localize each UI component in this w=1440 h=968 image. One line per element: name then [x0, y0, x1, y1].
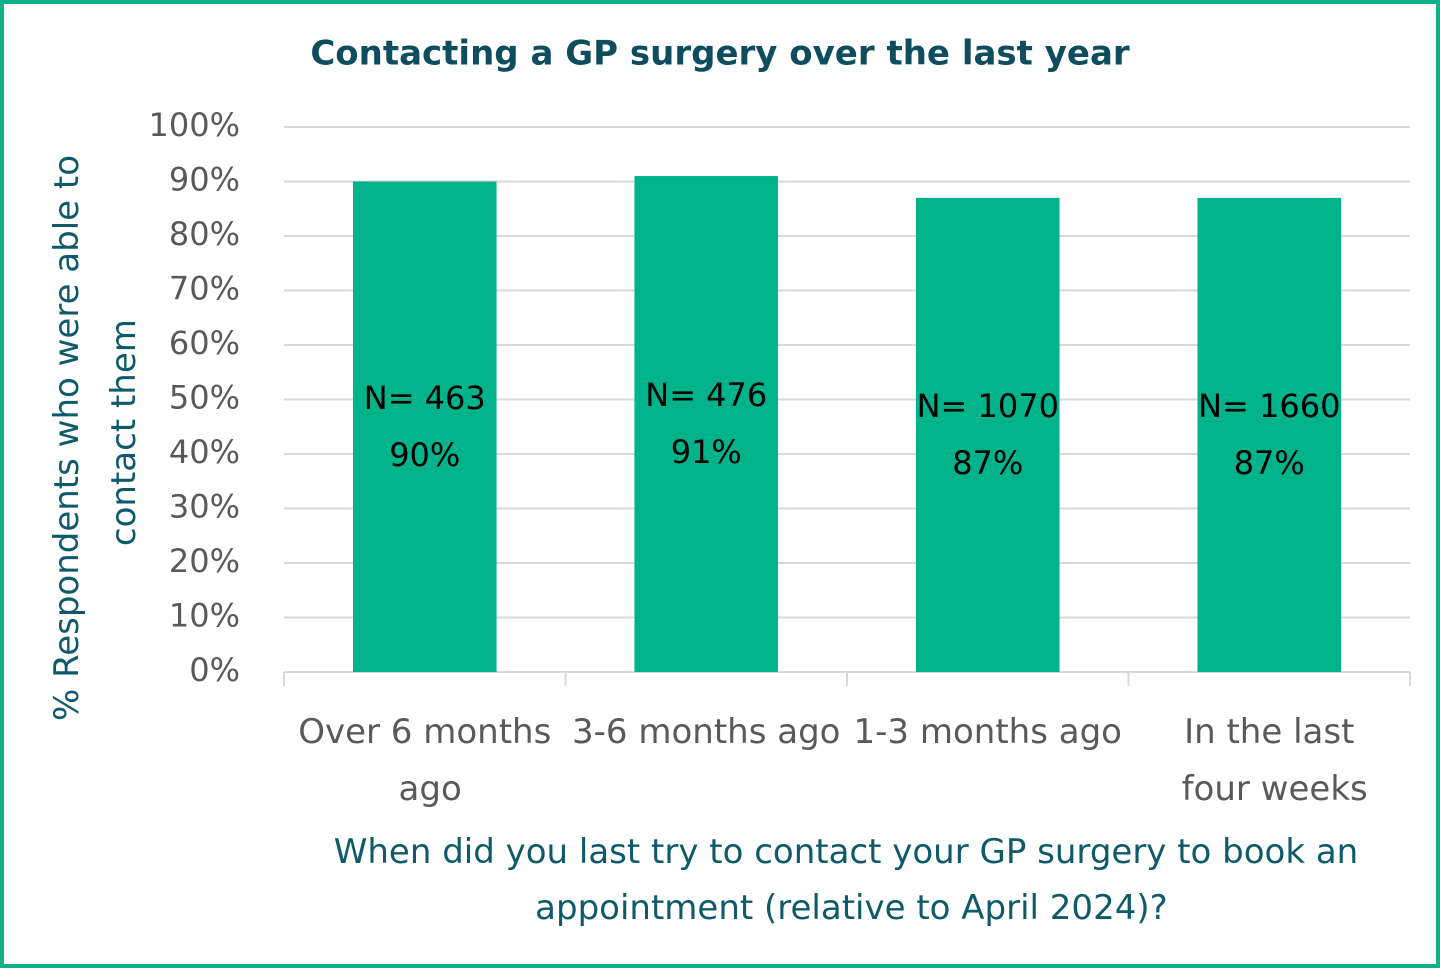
x-tick-label: In the last four weeks [1171, 712, 1368, 809]
n-label: N= 1660 [1198, 387, 1340, 425]
y-tick-label: 70% [169, 270, 240, 308]
bar [352, 181, 497, 672]
y-tick-label: 100% [149, 106, 240, 144]
n-label: N= 476 [645, 376, 767, 414]
value-label: 90% [389, 436, 460, 474]
y-tick-label: 30% [169, 488, 240, 526]
bar [634, 176, 779, 673]
y-tick-label: 90% [169, 161, 240, 199]
x-axis-title: When did you last try to contact your GP… [334, 832, 1358, 928]
y-tick-label: 0% [189, 651, 240, 689]
value-label: 87% [1234, 444, 1305, 482]
y-axis-title: % Respondents who were able to contact t… [47, 155, 144, 721]
x-tick-label: 3-6 months ago [572, 712, 840, 752]
bar [1197, 197, 1342, 672]
n-label: N= 463 [364, 379, 486, 417]
x-tick-label: 1-3 months ago [854, 712, 1122, 752]
bar [915, 197, 1060, 672]
y-tick-label: 80% [169, 215, 240, 253]
y-tick-label: 60% [169, 324, 240, 362]
y-tick-label: 20% [169, 542, 240, 580]
y-tick-label: 50% [169, 379, 240, 417]
chart-title: Contacting a GP surgery over the last ye… [310, 34, 1130, 74]
value-label: 91% [671, 433, 742, 471]
x-tick-label: Over 6 months ago [298, 712, 551, 809]
y-tick-label: 40% [169, 433, 240, 471]
value-label: 87% [952, 444, 1023, 482]
y-tick-label: 10% [169, 597, 240, 635]
n-label: N= 1070 [917, 387, 1059, 425]
